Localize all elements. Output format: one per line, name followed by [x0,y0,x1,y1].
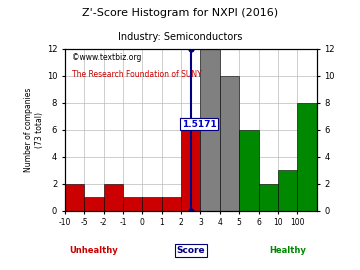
Text: Unhealthy: Unhealthy [69,246,118,255]
Bar [220,76,239,211]
Bar [84,197,104,211]
Bar [123,197,142,211]
Text: Z'-Score Histogram for NXPI (2016): Z'-Score Histogram for NXPI (2016) [82,8,278,18]
Bar [104,184,123,211]
Bar [181,130,201,211]
Bar [162,197,181,211]
Bar [142,197,162,211]
Bar [201,49,220,211]
Text: Score: Score [176,246,205,255]
Text: The Research Foundation of SUNY: The Research Foundation of SUNY [72,70,202,79]
Text: Healthy: Healthy [269,246,306,255]
Text: Industry: Semiconductors: Industry: Semiconductors [118,32,242,42]
Bar [239,130,258,211]
Bar [65,184,84,211]
Bar [258,184,278,211]
Bar [278,170,297,211]
Y-axis label: Number of companies
(73 total): Number of companies (73 total) [24,87,44,172]
Bar [297,103,317,211]
Text: ©www.textbiz.org: ©www.textbiz.org [72,53,142,62]
Text: 1.5171: 1.5171 [182,120,217,129]
